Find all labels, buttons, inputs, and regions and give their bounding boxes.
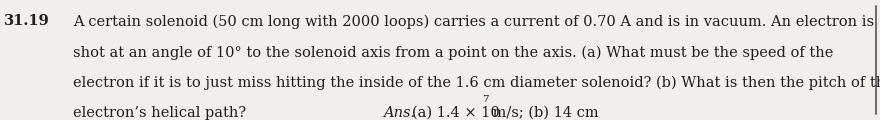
Text: electron if it is to just miss hitting the inside of the 1.6 cm diameter solenoi: electron if it is to just miss hitting t… — [73, 76, 880, 90]
Text: shot at an angle of 10° to the solenoid axis from a point on the axis. (a) What : shot at an angle of 10° to the solenoid … — [73, 46, 833, 60]
Text: A certain solenoid (50 cm long with 2000 loops) carries a current of 0.70 A and : A certain solenoid (50 cm long with 2000… — [73, 14, 874, 29]
Text: m/s; (b) 14 cm: m/s; (b) 14 cm — [488, 106, 599, 120]
Text: Ans.: Ans. — [383, 106, 415, 120]
Text: 7: 7 — [482, 95, 488, 104]
Text: (a) 1.4 × 10: (a) 1.4 × 10 — [412, 106, 500, 120]
Text: electron’s helical path?: electron’s helical path? — [73, 106, 246, 120]
Text: 31.19: 31.19 — [4, 14, 50, 28]
